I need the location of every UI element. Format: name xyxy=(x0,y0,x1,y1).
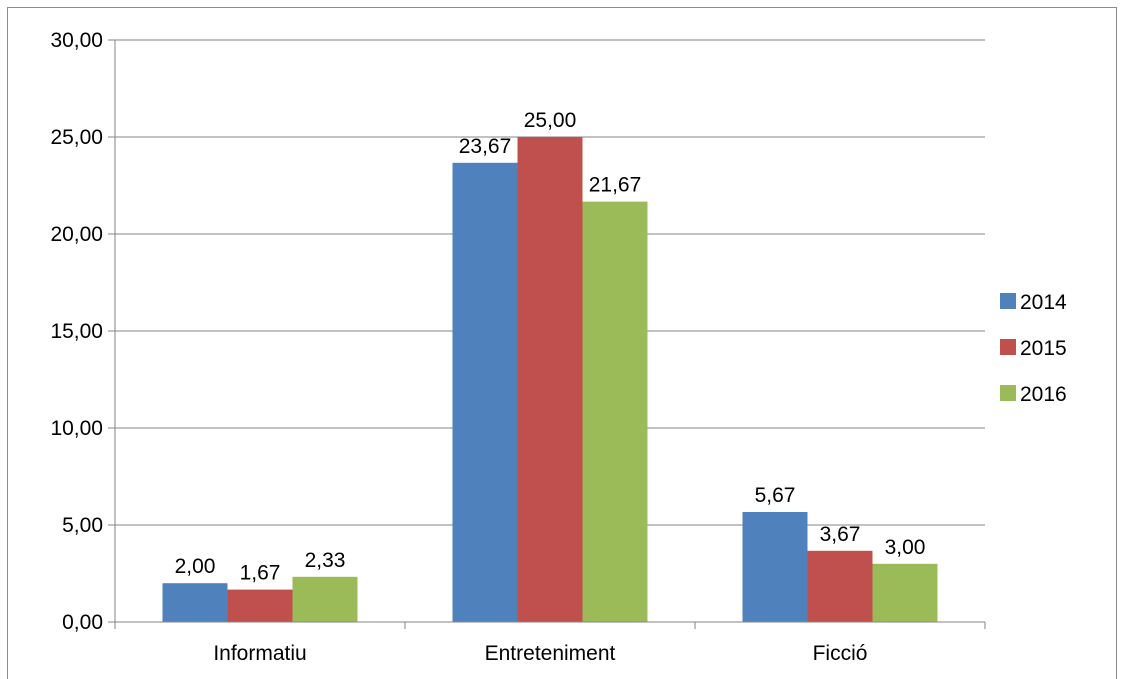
y-tick-label: 15,00 xyxy=(50,320,103,343)
y-tick-label: 0,00 xyxy=(62,611,103,634)
legend-label: 2014 xyxy=(1020,291,1067,314)
y-tick-label: 25,00 xyxy=(50,126,103,149)
bar xyxy=(292,576,358,622)
x-tick-label: Informatiu xyxy=(213,642,306,665)
y-tick-label: 20,00 xyxy=(50,223,103,246)
bar xyxy=(227,589,293,622)
x-tick-label: Ficció xyxy=(813,642,868,665)
legend-label: 2015 xyxy=(1020,337,1067,360)
data-label: 3,67 xyxy=(820,523,861,546)
bar xyxy=(582,201,648,623)
bar xyxy=(742,512,808,622)
bar xyxy=(872,563,938,622)
data-label: 25,00 xyxy=(524,109,577,132)
data-label: 5,67 xyxy=(755,484,796,507)
bar xyxy=(452,162,518,622)
y-tick-label: 30,00 xyxy=(50,29,103,52)
y-tick-label: 10,00 xyxy=(50,417,103,440)
bar xyxy=(517,137,583,622)
data-label: 2,33 xyxy=(305,549,346,572)
bar xyxy=(807,550,873,622)
legend-swatch xyxy=(1000,339,1016,355)
x-tick-label: Entreteniment xyxy=(485,642,616,665)
y-tick-label: 5,00 xyxy=(62,514,103,537)
bar xyxy=(162,583,228,622)
data-label: 23,67 xyxy=(459,135,512,158)
data-label: 3,00 xyxy=(885,536,926,559)
data-label: 2,00 xyxy=(175,555,216,578)
legend-swatch xyxy=(1000,293,1016,309)
legend-swatch xyxy=(1000,385,1016,401)
legend-label: 2016 xyxy=(1020,383,1067,406)
data-label: 21,67 xyxy=(589,174,642,197)
data-label: 1,67 xyxy=(240,562,281,585)
